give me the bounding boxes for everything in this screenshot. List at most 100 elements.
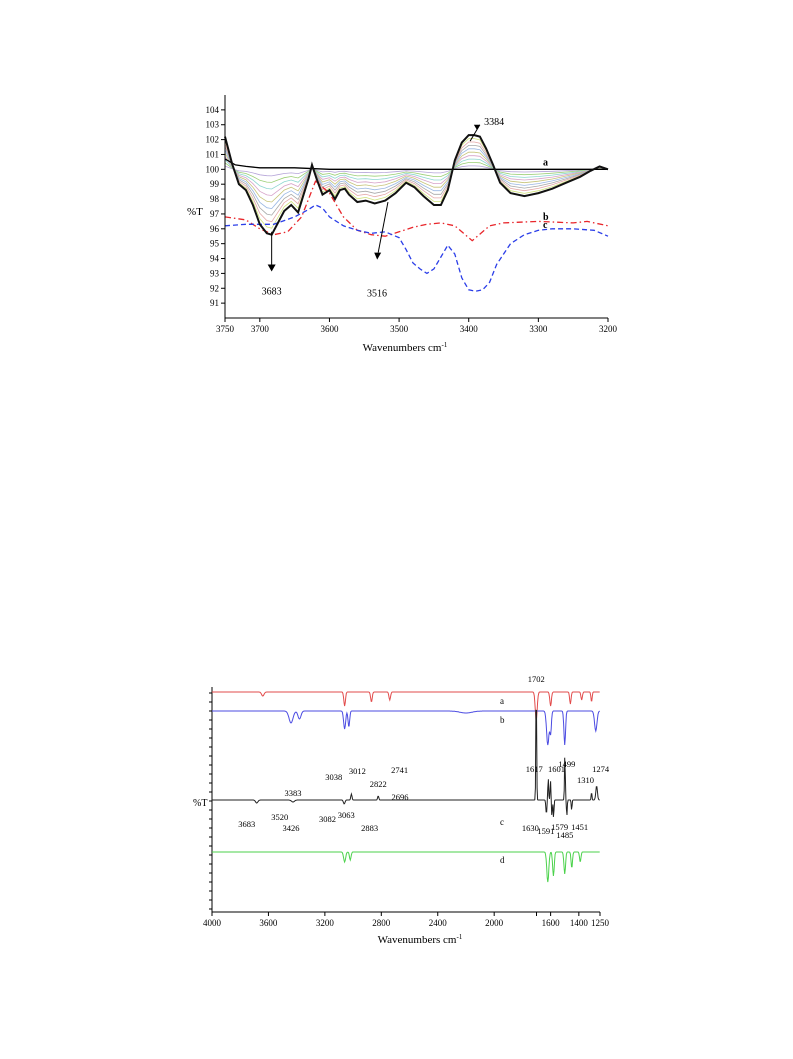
- chart-1-series-line: [224, 134, 609, 236]
- chart-2-series-line: [212, 710, 600, 746]
- chart-1-arrowhead: [267, 264, 276, 272]
- chart-1-x-axis-label-text: Wavenumbers cm: [363, 342, 442, 354]
- chart-2-peak-label: 1601: [548, 764, 565, 774]
- chart-2-x-tick-label: 1400: [570, 918, 589, 928]
- chart-1-y-tick-label: 92: [210, 283, 219, 293]
- chart-1-x-tick-label: 3750: [216, 324, 235, 334]
- chart-1-y-tick-label: 95: [210, 239, 220, 249]
- chart-1-x-axis-label-sup: -1: [442, 341, 448, 349]
- chart-1-axes: 91 92 93 94 95 96 97 98 99 100 101 102 103 104 3750 370…: [206, 95, 618, 334]
- chart-2-series-line: [212, 709, 600, 817]
- chart-1-intermediate-curve: [224, 151, 609, 203]
- chart-1-intermediate-curve: [224, 148, 609, 210]
- chart-2-series-group: ab c d: [212, 691, 600, 883]
- chart-2-peak-label: 3383: [285, 788, 302, 798]
- chart-1-series-line: [224, 180, 609, 242]
- chart-1-intermediate-curve: [224, 155, 609, 196]
- chart-1-x-tick-label: 3700: [251, 324, 270, 334]
- chart-1-series-group: a bc: [224, 134, 609, 292]
- chart-1-annotation-label: 3516: [367, 288, 387, 299]
- chart-2-peak-label: 1702: [528, 674, 545, 684]
- chart-1-y-axis-label: %T: [187, 206, 203, 218]
- chart-1-x-tick-label: 3400: [460, 324, 479, 334]
- chart-1-x-tick-label: 3200: [599, 324, 618, 334]
- chart-1-y-tick-label: 99: [210, 179, 220, 189]
- chart-2-series-label: c: [500, 817, 504, 827]
- chart-1-annotation-label: 3384: [484, 117, 504, 128]
- chart-2-peak-label: 1274: [592, 764, 610, 774]
- chart-2-peak-label: 2822: [370, 779, 387, 789]
- chart-2-x-tick-label: 3600: [259, 918, 278, 928]
- chart-2-x-tick-label: 2800: [372, 918, 391, 928]
- chart-1-y-tick-label: 101: [206, 149, 220, 159]
- chart-2-x-axis-label: Wavenumbers cm-1: [378, 933, 463, 946]
- chart-1-spread-curves: [224, 138, 609, 229]
- chart-2-peak-label: 2741: [391, 765, 408, 775]
- chart-1-intermediate-curve: [224, 145, 609, 216]
- chart-2: 4000 3600 3200 2800 2400 2000 1600 1400 1250 ab c…: [193, 674, 610, 946]
- chart-2-peak-labels: 1702 3038 3012 2741 2822 2696 3383 1617 16011499…: [238, 674, 610, 840]
- chart-2-x-tick-label: 3200: [316, 918, 335, 928]
- chart-2-series-line: [212, 691, 600, 720]
- chart-2-peak-label: 3063: [338, 810, 355, 820]
- chart-2-series-label: a: [500, 696, 504, 706]
- chart-1-y-tick-label: 103: [206, 120, 220, 130]
- chart-1-arrowhead: [473, 124, 480, 130]
- chart-2-peak-label: 1451: [571, 822, 588, 832]
- chart-1-y-tick-label: 93: [210, 268, 220, 278]
- chart-1-series-line: [224, 158, 608, 170]
- chart-2-peak-label: 1499: [558, 759, 575, 769]
- chart-1-y-tick-label: 91: [210, 298, 219, 308]
- chart-2-peak-label: 1310: [577, 775, 594, 785]
- chart-1-y-tick-label: 100: [206, 164, 220, 174]
- chart-1-x-tick-label: 3300: [529, 324, 548, 334]
- chart-2-series-line: [212, 851, 600, 883]
- chart-2-peak-label: 1579: [551, 822, 568, 832]
- chart-2-peak-label: 1630: [522, 823, 539, 833]
- chart-2-series-label: b: [500, 715, 505, 725]
- chart-2-x-tick-label: 1600: [542, 918, 561, 928]
- chart-2-x-axis-label-sup: -1: [457, 933, 463, 941]
- chart-1-x-axis-label: Wavenumbers cm-1: [363, 341, 448, 354]
- chart-1-arrowhead: [374, 252, 382, 260]
- chart-2-peak-label: 3038: [325, 772, 342, 782]
- chart-1-series-line: [224, 204, 609, 292]
- chart-1-intermediate-curve: [224, 162, 609, 183]
- chart-2-x-tick-label: 2400: [429, 918, 448, 928]
- chart-2-x-tick-label: 4000: [203, 918, 222, 928]
- chart-1-y-tick-label: 97: [210, 209, 220, 219]
- chart-2-peak-label: 3082: [319, 814, 336, 824]
- chart-2-peak-label: 1591: [537, 826, 554, 836]
- chart-2-axes: 4000 3600 3200 2800 2400 2000 1600 1400 1250: [203, 687, 610, 928]
- chart-1-y-tick-label: 98: [210, 194, 220, 204]
- chart-2-series-label: d: [500, 855, 505, 865]
- chart-2-x-tick-label: 1250: [591, 918, 610, 928]
- chart-2-peak-label: 1617: [526, 764, 543, 774]
- chart-2-peak-label: 2883: [361, 823, 378, 833]
- chart-1-annotations: 3384 3683 3516: [262, 117, 504, 300]
- chart-2-peak-label: 3012: [349, 766, 366, 776]
- chart-1-intermediate-curve: [224, 138, 609, 229]
- chart-1-series-label: a: [543, 157, 548, 168]
- chart-2-x-axis-label-text: Wavenumbers cm: [378, 934, 457, 946]
- chart-1-intermediate-curve: [224, 165, 609, 177]
- chart-1-y-tick-label: 94: [210, 254, 220, 264]
- chart-1-y-tick-label: 102: [206, 135, 220, 145]
- chart-2-y-axis-label: %T: [193, 798, 207, 809]
- chart-2-peak-label: 3426: [282, 823, 299, 833]
- chart-1-y-tick-label: 104: [206, 105, 220, 115]
- chart-1-y-tick-label: 96: [210, 224, 220, 234]
- chart-1-annotation-label: 3683: [262, 286, 282, 297]
- chart-2-peak-label: 3520: [271, 812, 288, 822]
- chart-1-series-label: b: [543, 212, 549, 223]
- chart-2-peak-label: 1485: [556, 830, 573, 840]
- chart-1-x-tick-label: 3600: [320, 324, 339, 334]
- chart-1-series-label: c: [543, 220, 548, 231]
- chart-2-x-tick-label: 2000: [485, 918, 504, 928]
- chart-1-intermediate-curve: [224, 141, 609, 223]
- chart-1-intermediate-curve: [224, 158, 609, 190]
- chart-1: a bc 91 92 93 94 95 96 97 98 99 100 101 102 103 104 375…: [187, 95, 618, 354]
- chart-1-x-tick-label: 3500: [390, 324, 409, 334]
- chart-2-peak-label: 2696: [391, 792, 408, 802]
- chart-1-arrow: [377, 201, 389, 253]
